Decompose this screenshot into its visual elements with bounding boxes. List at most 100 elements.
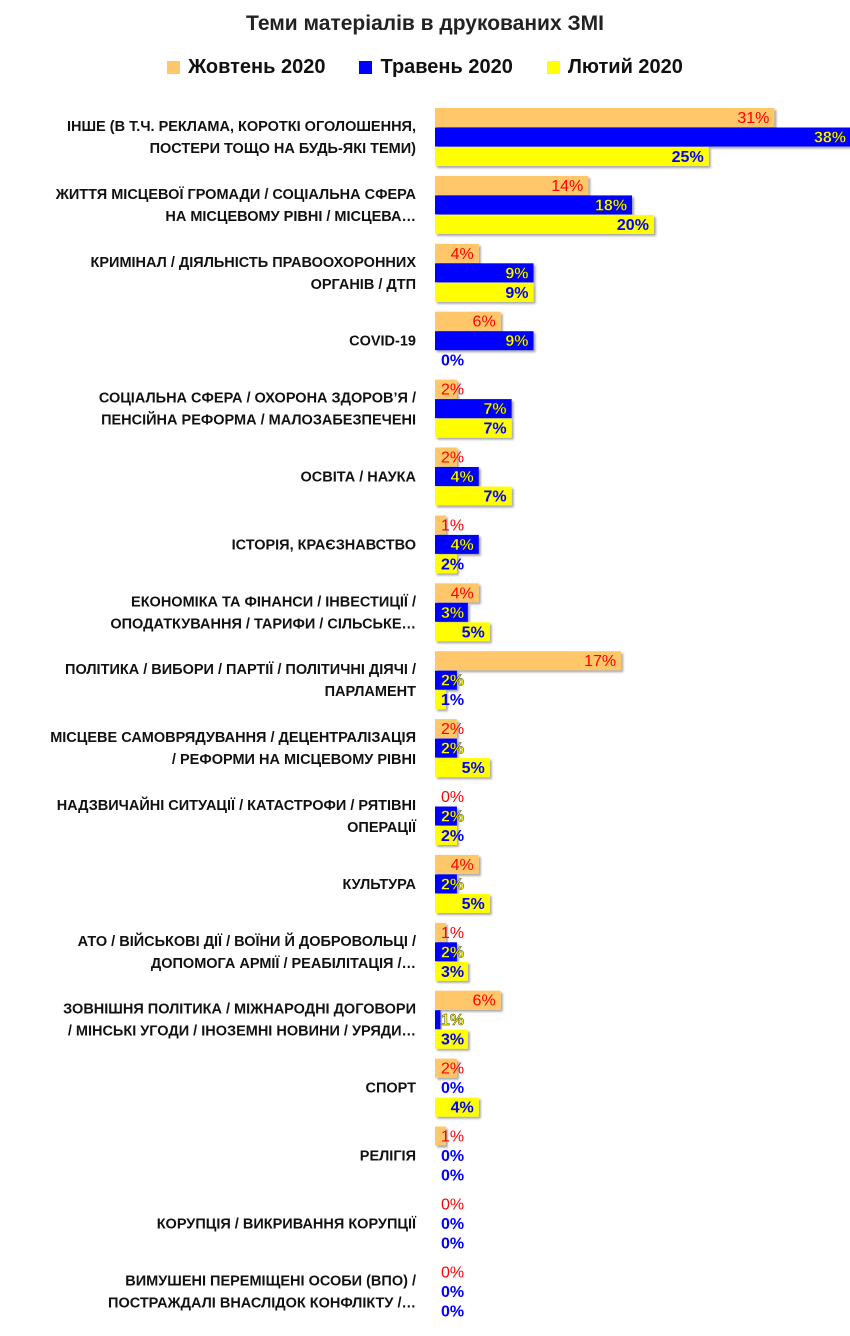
- value-label-may: 18%: [595, 197, 627, 214]
- category-label: КОРУПЦІЯ / ВИКРИВАННЯ КОРУПЦІЇ: [157, 1215, 417, 1232]
- category-label: ЗОВНІШНЯ ПОЛІТИКА / МІЖНАРОДНІ ДОГОВОРИ /…: [63, 1002, 416, 1040]
- category-label-line: / РЕФОРМИ НА МІСЦЕВОМУ РІВНІ: [172, 752, 416, 768]
- value-label-february: 9%: [505, 285, 528, 302]
- value-label-may: 1%: [441, 1012, 464, 1029]
- category-label-line: ОСВІТА / НАУКА: [301, 470, 417, 486]
- value-label-february: 0%: [441, 1168, 464, 1185]
- category-label: ПОЛІТИКА / ВИБОРИ / ПАРТІЇ / ПОЛІТИЧНІ Д…: [65, 661, 416, 700]
- category-label-line: ОПОДАТКУВАННЯ / ТАРИФИ / СІЛЬСЬКЕ…: [110, 616, 416, 632]
- category-label-line: ОРГАНІВ / ДТП: [311, 277, 416, 293]
- bar-october: [435, 515, 446, 535]
- bar-february: [435, 622, 490, 642]
- bar-may: [435, 467, 479, 486]
- category-label-line: КУЛЬТУРА: [342, 877, 416, 893]
- category-label-line: ЕКОНОМІКА ТА ФІНАНСИ / ІНВЕСТИЦІЇ /: [131, 593, 416, 610]
- bar-february: [435, 282, 534, 302]
- bar-february: [435, 1029, 468, 1049]
- category-label-line: ВИМУШЕНІ ПЕРЕМІЩЕНІ ОСОБИ (ВПО) /: [125, 1273, 416, 1289]
- category-label: ОСВІТА / НАУКА: [301, 470, 417, 486]
- value-label-may: 7%: [484, 401, 507, 418]
- value-label-october: 1%: [441, 925, 464, 942]
- value-label-october: 4%: [451, 246, 474, 263]
- legend-swatch-february: [546, 61, 560, 74]
- bar-october: [435, 175, 589, 195]
- bar-february: [435, 418, 512, 438]
- category-label-line: / МІНСЬКІ УГОДИ / ІНОЗЕМНІ НОВИНИ / УРЯД…: [68, 1024, 416, 1040]
- value-label-may: 2%: [441, 876, 464, 893]
- value-label-may: 9%: [505, 333, 528, 350]
- bar-february: [435, 826, 457, 845]
- value-label-february: 0%: [441, 1303, 464, 1320]
- bar-february: [435, 147, 709, 166]
- value-label-may: 0%: [441, 1216, 464, 1233]
- category-label: ЕКОНОМІКА ТА ФІНАНСИ / ІНВЕСТИЦІЇ / ОПОДА…: [110, 593, 416, 632]
- category-label: ЖИТТЯ МІСЦЕВОЇ ГРОМАДИ / СОЦІАЛЬНА СФЕРА…: [55, 186, 417, 225]
- value-label-february: 5%: [462, 896, 485, 913]
- value-label-february: 20%: [617, 217, 649, 234]
- value-label-october: 6%: [473, 314, 496, 331]
- bar-october: [435, 651, 622, 671]
- value-label-february: 3%: [441, 1032, 464, 1049]
- value-label-may: 2%: [441, 944, 464, 961]
- category-label-line: СОЦІАЛЬНА СФЕРА / ОХОРОНА ЗДОРОВ’Я /: [99, 391, 416, 407]
- value-label-october: 14%: [551, 178, 583, 195]
- bar-october: [435, 447, 457, 467]
- value-label-may: 3%: [441, 605, 464, 622]
- category-label: НАДЗВИЧАЙНІ СИТУАЦІЇ / КАТАСТРОФИ / РЯТІ…: [57, 796, 417, 836]
- bar-may: [435, 399, 512, 419]
- category-label-line: СПОРТ: [365, 1081, 416, 1097]
- bar-may: [435, 806, 457, 826]
- value-label-october: 31%: [737, 110, 769, 127]
- value-label-february: 4%: [451, 1100, 474, 1117]
- category-label-line: ПЕНСІЙНА РЕФОРМА / МАЛОЗАБЕЗПЕЧЕНІ: [101, 411, 416, 429]
- bar-may: [435, 1010, 441, 1030]
- bar-february: [435, 214, 654, 234]
- category-label-line: ПОЛІТИКА / ВИБОРИ / ПАРТІЇ / ПОЛІТИЧНІ Д…: [65, 661, 416, 678]
- category-label-line: ІНШЕ (В Т.Ч. РЕКЛАМА, КОРОТКІ ОГОЛОШЕННЯ…: [67, 119, 416, 135]
- bar-may: [435, 670, 457, 690]
- bar-may: [435, 331, 534, 351]
- bar-february: [435, 1097, 479, 1117]
- category-label-line: ДОПОМОГА АРМІЇ / РЕАБІЛІТАЦІЯ /…: [151, 955, 416, 972]
- value-label-may: 2%: [441, 809, 464, 826]
- legend-swatch-october: [167, 61, 181, 74]
- legend-label-may: Травень 2020: [380, 56, 513, 78]
- value-label-october: 1%: [441, 517, 464, 534]
- value-label-february: 2%: [441, 556, 464, 573]
- chart-title: Теми матеріалів в друкованих ЗМІ: [246, 12, 604, 35]
- bar-october: [435, 719, 457, 739]
- value-label-february: 3%: [441, 964, 464, 981]
- category-label: СОЦІАЛЬНА СФЕРА / ОХОРОНА ЗДОРОВ’Я / ПЕНС…: [99, 391, 416, 429]
- category-label-line: НА МІСЦЕВОМУ РІВНІ / МІСЦЕВА…: [165, 209, 416, 225]
- value-label-february: 5%: [462, 624, 485, 641]
- bar-february: [435, 486, 512, 506]
- category-label-line: МІСЦЕВЕ САМОВРЯДУВАННЯ / ДЕЦЕНТРАЛІЗАЦІЯ: [50, 730, 416, 746]
- category-label: МІСЦЕВЕ САМОВРЯДУВАННЯ / ДЕЦЕНТРАЛІЗАЦІЯ…: [50, 730, 416, 768]
- category-label: ІНШЕ (В Т.Ч. РЕКЛАМА, КОРОТКІ ОГОЛОШЕННЯ…: [67, 119, 416, 157]
- bar-february: [435, 758, 490, 778]
- bar-may: [435, 263, 534, 283]
- value-label-may: 0%: [441, 1148, 464, 1165]
- bar-october: [435, 990, 501, 1010]
- value-label-february: 1%: [441, 692, 464, 709]
- category-label-line: COVID-19: [349, 334, 416, 350]
- value-label-february: 7%: [484, 421, 507, 438]
- value-label-february: 5%: [462, 760, 485, 777]
- value-label-february: 25%: [672, 149, 704, 166]
- bar-may: [435, 195, 633, 215]
- value-label-october: 2%: [441, 721, 464, 738]
- legend: Жовтень 2020 Травень 2020 Лютий 2020: [0, 56, 850, 79]
- bar-february: [435, 961, 468, 981]
- bar-october: [435, 108, 775, 127]
- category-label: АТО / ВІЙСЬКОВІ ДІЇ / ВОЇНИ Й ДОБРОВОЛЬЦ…: [78, 932, 416, 972]
- category-label: КУЛЬТУРА: [342, 877, 416, 893]
- value-label-october: 6%: [473, 993, 496, 1010]
- value-label-february: 0%: [441, 353, 464, 370]
- bar-may: [435, 874, 457, 894]
- value-label-october: 0%: [441, 789, 464, 806]
- legend-label-february: Лютий 2020: [567, 56, 683, 78]
- bar-may: [435, 127, 850, 147]
- category-label: КРИМІНАЛ / ДІЯЛЬНІСТЬ ПРАВООХОРОННИХ ОРГА…: [91, 255, 417, 293]
- bar-october: [435, 922, 446, 942]
